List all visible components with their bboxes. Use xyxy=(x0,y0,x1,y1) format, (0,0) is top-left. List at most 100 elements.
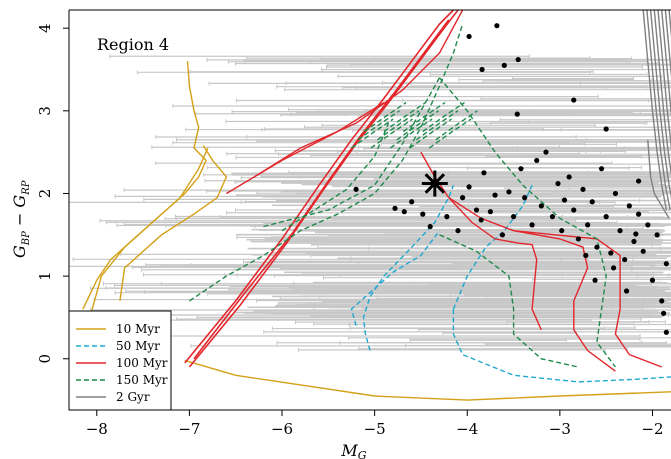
legend: 10 Myr 50 Myr 100 Myr 150 Myr 2 Gyr xyxy=(68,310,172,411)
x-tick-label: −7 xyxy=(178,420,200,438)
legend-label: 10 Myr xyxy=(116,322,160,336)
data-point xyxy=(409,199,415,205)
data-point xyxy=(660,310,667,316)
data-point xyxy=(492,192,498,198)
curve-2gyr xyxy=(661,10,671,118)
curve-2gyr xyxy=(646,10,671,211)
legend-label: 150 Myr xyxy=(116,373,168,387)
curve-150myr xyxy=(415,110,459,141)
data-point xyxy=(571,97,577,103)
curve-10myr xyxy=(119,145,228,301)
data-point xyxy=(510,214,517,220)
curve-2gyr xyxy=(649,10,671,199)
legend-label: 2 Gyr xyxy=(116,390,150,404)
curve-150myr xyxy=(263,77,441,228)
curve-150myr xyxy=(396,110,439,141)
y-tick-label: 4 xyxy=(36,23,54,33)
data-point xyxy=(549,214,556,220)
curve-150myr xyxy=(402,102,446,133)
curve-150myr xyxy=(422,102,465,133)
curve-150myr xyxy=(357,110,400,141)
curve-150myr xyxy=(439,234,579,368)
data-point xyxy=(460,195,466,201)
data-point xyxy=(598,166,605,172)
curve-150myr xyxy=(428,118,472,149)
curve-150myr xyxy=(435,110,478,141)
data-point xyxy=(612,190,619,197)
curve-100myr xyxy=(420,151,542,331)
isochrone-curves xyxy=(77,10,671,401)
data-point xyxy=(444,214,450,220)
curve-150myr xyxy=(370,118,413,149)
data-point xyxy=(575,236,581,242)
data-point xyxy=(494,23,500,29)
highlight-star xyxy=(421,170,448,197)
data-point xyxy=(610,265,617,271)
curve-100myr xyxy=(253,10,464,178)
data-point xyxy=(608,250,614,256)
data-point xyxy=(420,211,426,217)
data-point xyxy=(466,184,472,190)
data-point xyxy=(589,199,595,205)
data-point xyxy=(514,111,520,117)
data-point xyxy=(659,298,665,304)
curve-150myr xyxy=(389,118,433,149)
curve-100myr xyxy=(184,10,454,364)
y-tick-label: 3 xyxy=(36,106,54,116)
data-point xyxy=(455,228,461,234)
curve-2gyr xyxy=(642,10,668,211)
curve-100myr xyxy=(193,19,450,360)
error-bars xyxy=(69,54,671,352)
curve-50myr xyxy=(362,184,455,351)
data-point xyxy=(603,126,609,132)
x-axis: −8 −7 −6 −5 −4 −3 −2 xyxy=(86,410,664,438)
curve-150myr xyxy=(438,77,616,368)
y-tick-label: 0 xyxy=(36,354,54,364)
data-point xyxy=(649,277,656,283)
curve-150myr xyxy=(363,102,407,133)
data-point xyxy=(635,178,642,184)
legend-label: 100 Myr xyxy=(116,356,168,370)
data-point xyxy=(518,166,524,172)
x-tick-label: −3 xyxy=(549,420,571,438)
curve-2gyr xyxy=(664,10,671,79)
data-point xyxy=(487,209,493,215)
legend-box xyxy=(68,310,172,411)
curve-2gyr xyxy=(657,10,671,151)
data-point xyxy=(635,211,642,217)
data-point xyxy=(594,244,600,250)
panel-label: Region 4 xyxy=(97,35,169,54)
data-point xyxy=(481,170,487,176)
curve-150myr xyxy=(376,110,420,141)
data-point xyxy=(626,203,632,209)
curve-50myr xyxy=(350,230,441,326)
data-point xyxy=(631,238,637,245)
data-point xyxy=(585,222,591,228)
curve-10myr xyxy=(82,61,207,310)
data-point xyxy=(555,180,561,187)
data-point xyxy=(506,189,512,195)
y-axis: 0 1 2 3 4 xyxy=(36,23,69,364)
data-point xyxy=(499,232,506,238)
data-point xyxy=(571,207,577,213)
curve-50myr xyxy=(452,309,671,383)
curve-150myr xyxy=(409,118,452,149)
curve-150myr xyxy=(351,118,394,149)
data-point xyxy=(522,195,528,201)
data-point xyxy=(633,231,639,237)
data-point xyxy=(583,252,589,259)
data-point xyxy=(663,329,669,335)
data-point xyxy=(478,217,484,223)
highlight-star-ray xyxy=(424,173,446,194)
data-point xyxy=(529,222,535,228)
data-point xyxy=(645,222,651,228)
data-point xyxy=(654,232,660,238)
x-tick-label: −6 xyxy=(271,420,293,438)
curve-10myr xyxy=(77,147,209,343)
x-axis-label: MG xyxy=(340,441,366,459)
data-point xyxy=(427,223,433,230)
x-tick-label: −8 xyxy=(86,420,108,438)
data-point xyxy=(543,149,549,155)
y-axis-label: GBP − GRP xyxy=(10,180,32,258)
